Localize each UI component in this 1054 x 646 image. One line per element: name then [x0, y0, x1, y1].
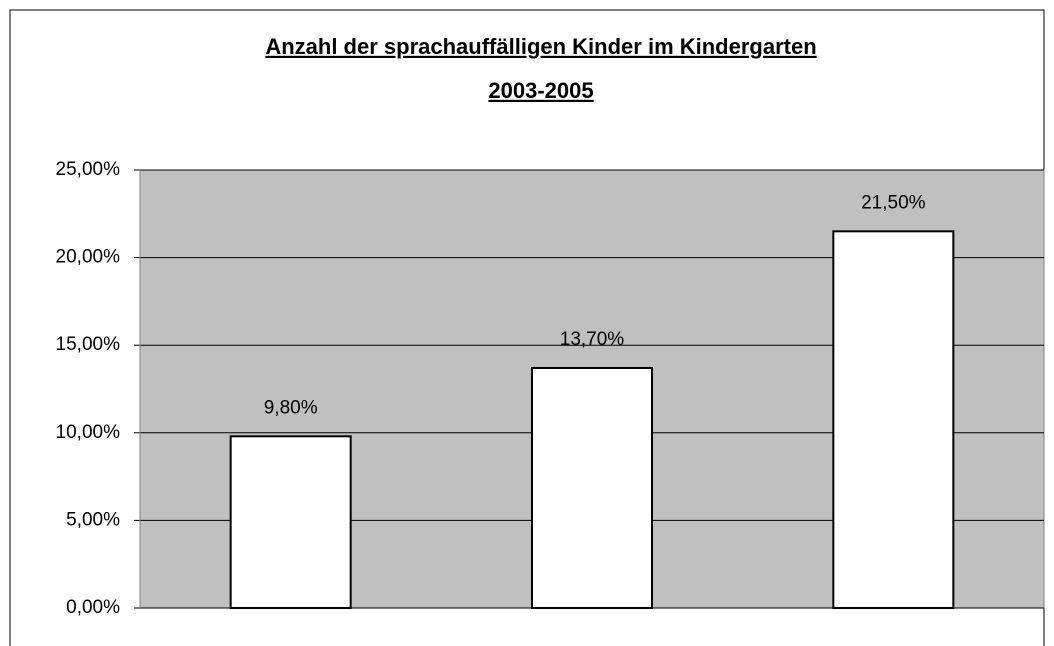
y-tick-label: 0,00% — [66, 597, 120, 618]
y-tick-label: 20,00% — [56, 247, 121, 268]
bar — [229, 435, 352, 609]
y-tick-label: 25,00% — [56, 159, 121, 180]
y-tick-label: 15,00% — [56, 334, 121, 355]
bar — [531, 366, 653, 610]
data-label: 9,80% — [264, 397, 318, 418]
y-tick-label: 5,00% — [66, 509, 120, 530]
data-label: 13,70% — [560, 329, 625, 350]
y-tick-label: 10,00% — [56, 422, 121, 443]
bar — [832, 230, 955, 609]
chart-title: 2003-2005 — [488, 78, 593, 103]
data-label: 21,50% — [861, 192, 926, 213]
chart-title: Anzahl der sprachauffälligen Kinder im K… — [265, 34, 816, 59]
